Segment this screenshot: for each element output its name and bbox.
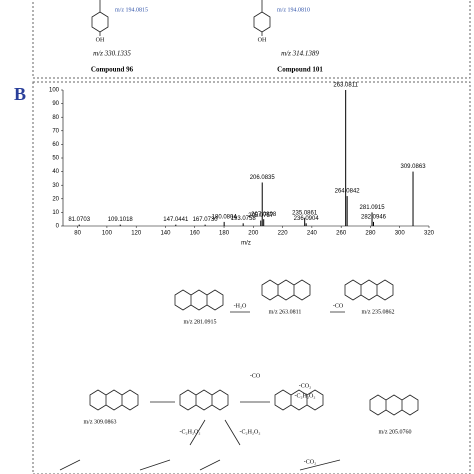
peak-label: 282.0946 — [361, 214, 387, 220]
x-tick-label: 200 — [248, 231, 259, 237]
x-tick-label: 80 — [74, 231, 81, 237]
scheme-label: -CO₂ — [304, 459, 316, 465]
peak-label: 81.0703 — [68, 217, 90, 223]
oh-label: OH — [96, 37, 105, 43]
peak-label: 109.1018 — [108, 217, 134, 223]
panel-label: B — [14, 84, 26, 104]
scheme-label: -CO — [333, 303, 344, 309]
peak-label: 263.0811 — [333, 83, 358, 89]
x-tick-label: 300 — [395, 231, 406, 237]
x-tick-label: 180 — [219, 231, 230, 237]
scheme-label: -C₂H₂O₂ — [240, 429, 261, 435]
scheme-label: m/z 235.0862 — [362, 309, 395, 315]
scheme-label: -H₂O — [234, 303, 247, 309]
compound-name: Compound 101 — [277, 66, 323, 74]
scheme-label: -CO — [250, 373, 261, 379]
panel-b-frame — [32, 81, 471, 474]
scheme-label: m/z 281.0915 — [184, 319, 217, 325]
y-tick-label: 100 — [49, 88, 60, 94]
x-tick-label: 280 — [365, 231, 376, 237]
y-tick-label: 10 — [52, 210, 59, 216]
scheme-label: -C₂H₂O₂ — [295, 393, 316, 399]
scheme-label: m/z 263.0811 — [269, 309, 302, 315]
peak-label: 236.0904 — [294, 216, 320, 222]
x-tick-label: 100 — [102, 231, 113, 237]
x-tick-label: 260 — [336, 231, 347, 237]
y-tick-label: 60 — [52, 142, 59, 148]
y-tick-label: 0 — [56, 224, 60, 230]
x-tick-label: 240 — [307, 231, 318, 237]
panel-a-frame — [32, 0, 471, 79]
x-tick-label: 140 — [160, 231, 171, 237]
y-tick-label: 70 — [52, 128, 59, 134]
mass-label: m/z 330.1335 — [93, 50, 131, 58]
scheme-label: -C₂H₂O₂ — [180, 429, 201, 435]
peak-label: 206.0835 — [250, 175, 276, 181]
peak-label: 309.0863 — [401, 164, 427, 170]
fragment-label: m/z 194.0810 — [277, 7, 310, 13]
x-tick-label: 160 — [190, 231, 201, 237]
scheme-label: m/z 309.0863 — [84, 419, 117, 425]
y-tick-label: 30 — [52, 183, 59, 189]
y-tick-label: 50 — [52, 156, 59, 162]
peak-label: 180.0804 — [212, 214, 238, 220]
peak-label: 264.0842 — [335, 189, 361, 195]
y-tick-label: 80 — [52, 115, 59, 121]
scheme-label: -CO₂ — [299, 383, 311, 389]
peak-label: 205.0757 — [248, 213, 274, 219]
spectrum: 0 10 20 30 40 50 60 70 80 90 100 80 100 120 140 160 180 2… — [49, 83, 435, 237]
y-tick-label: 40 — [52, 169, 59, 175]
scheme-labels: m/z 281.0915 -H₂O m/z 263.0811 -CO m/z 235.0… — [84, 303, 412, 465]
oh-label: OH — [258, 37, 267, 43]
x-tick-label: 320 — [424, 231, 435, 237]
compound-name: Compound 96 — [91, 66, 134, 74]
peak-label: 167.0730 — [193, 217, 219, 223]
fragment-label: m/z 194.0815 — [115, 7, 148, 13]
peak-label: 235.0861 — [292, 210, 318, 216]
scheme-structures — [59, 279, 419, 471]
y-tick-label: 20 — [52, 196, 59, 202]
structures-top — [91, 0, 271, 36]
x-tick-label: 220 — [278, 231, 289, 237]
peak-label: 281.0915 — [360, 205, 386, 211]
peak-label: 147.0441 — [163, 217, 189, 223]
mass-label: m/z 314.1389 — [281, 50, 319, 58]
x-axis-label: m/z — [241, 241, 251, 247]
peak-label: 193.0758 — [231, 216, 257, 222]
peak-label: 207.0898 — [251, 212, 277, 218]
x-tick-label: 120 — [131, 231, 142, 237]
y-tick-label: 90 — [52, 101, 59, 107]
scheme-label: m/z 205.0760 — [379, 429, 412, 435]
